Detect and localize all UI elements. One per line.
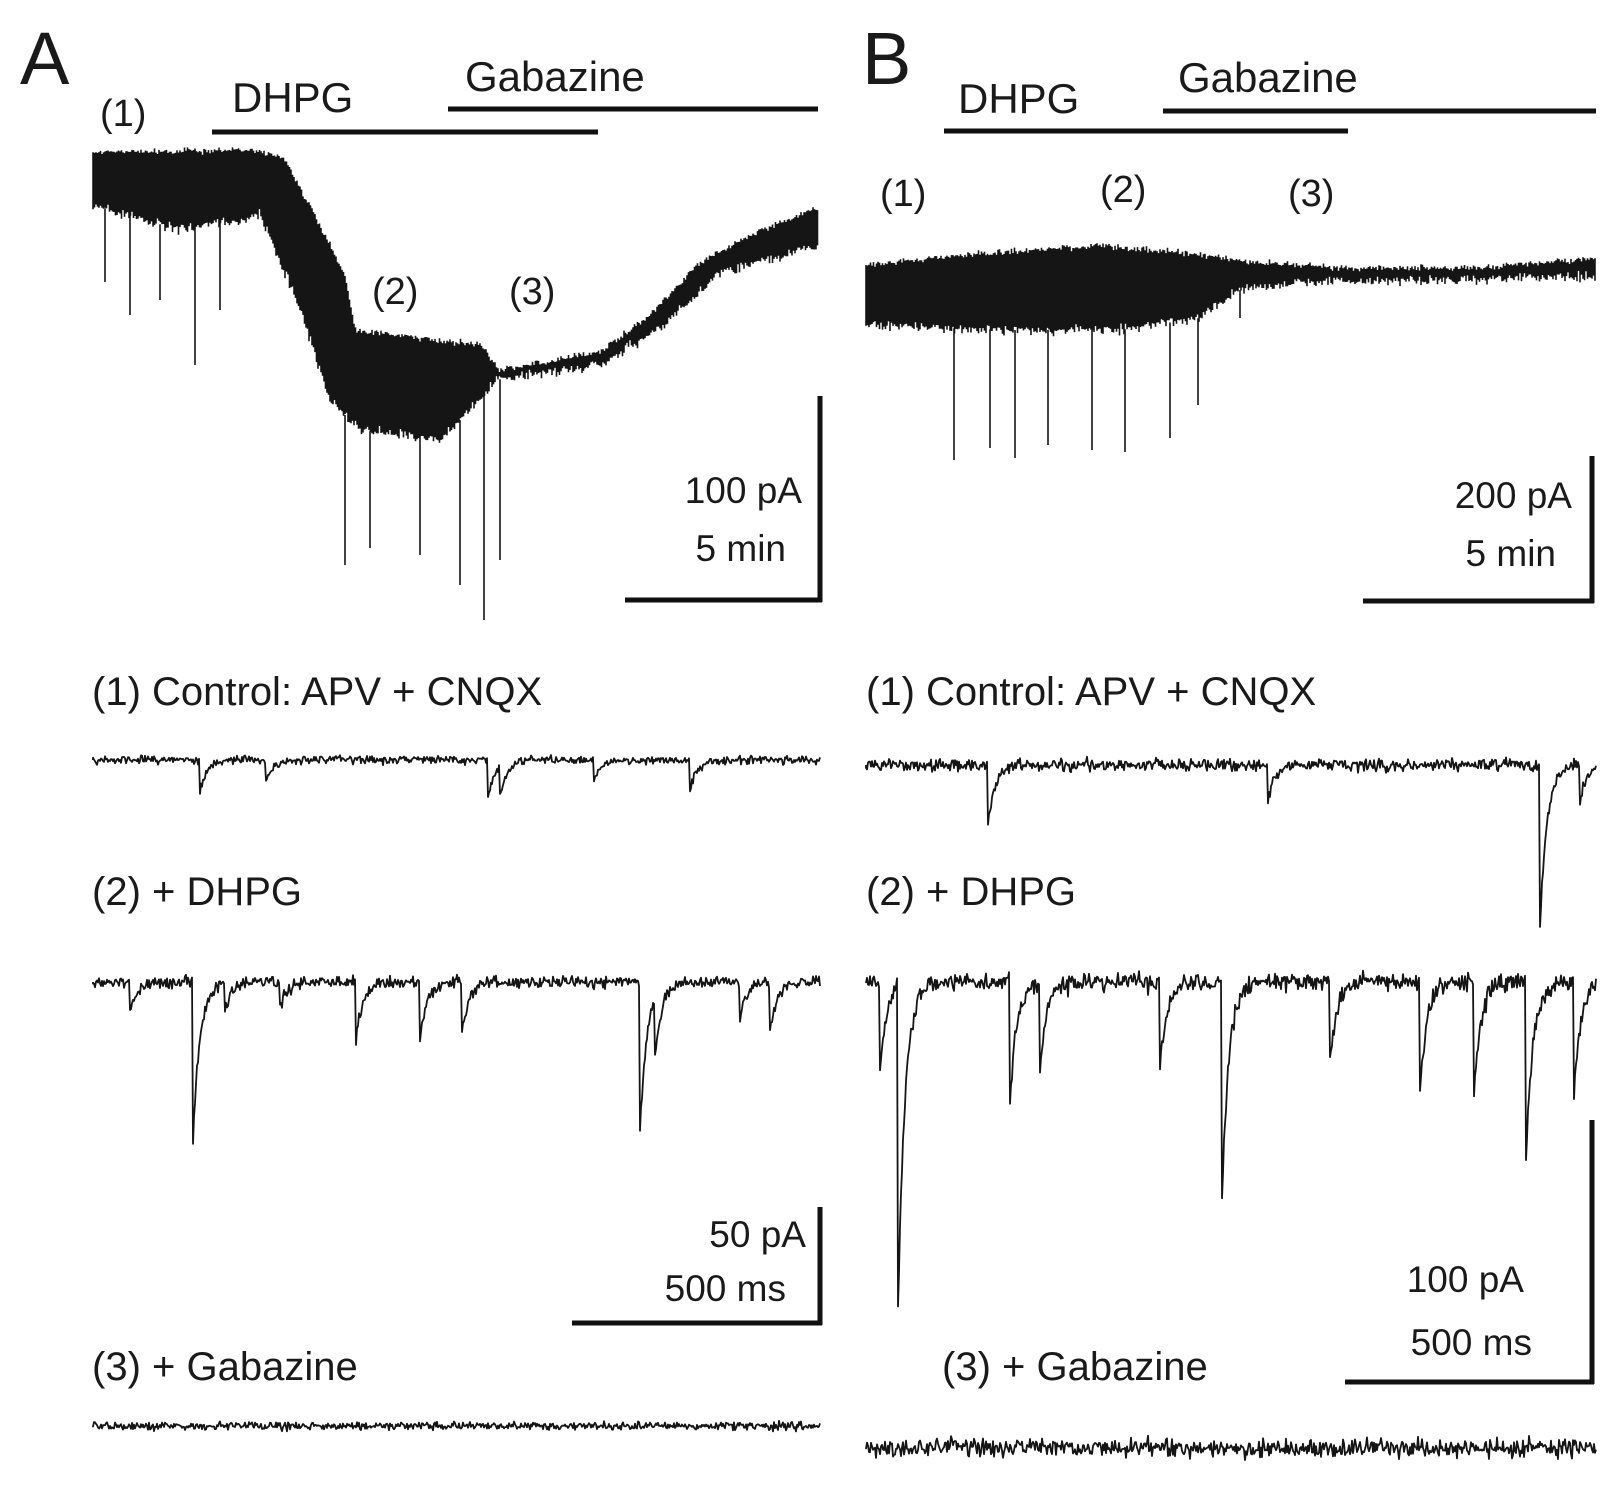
current-trace	[865, 755, 1597, 928]
panel-b-scale-time: 5 min	[1466, 533, 1556, 574]
panel-b-marker-3: (3)	[1288, 173, 1334, 215]
panel-a-scale-time: 5 min	[696, 528, 786, 569]
panel-b-long-recording	[865, 243, 1596, 460]
panel-a-gabazine-label: Gabazine	[465, 53, 645, 100]
panel-b-trace-scale-amp: 100 pA	[1407, 1259, 1525, 1300]
panel-a-marker-3: (3)	[509, 271, 555, 313]
panel-b-marker-2: (2)	[1100, 169, 1146, 211]
panel-b-letter: B	[862, 17, 911, 100]
panel-a-scale-amp: 100 pA	[685, 470, 803, 511]
panel-b-trace-1-label: (1) Control: APV + CNQX	[866, 670, 1316, 714]
panel-a-letter: A	[20, 17, 70, 100]
panel-a: A DHPG Gabazine (1) (2) (3) 100 pA 5 min…	[20, 17, 823, 1433]
panel-b-trace-3	[865, 1434, 1597, 1461]
panel-a-trace-1	[92, 754, 821, 798]
panel-b-trace-3-label: (3) + Gabazine	[942, 1345, 1208, 1389]
panel-b-dhpg-label: DHPG	[958, 75, 1079, 122]
panel-a-long-recording	[92, 147, 819, 620]
panel-a-trace-3-label: (3) + Gabazine	[92, 1345, 358, 1389]
current-trace	[92, 973, 821, 1145]
panel-a-dhpg-label: DHPG	[232, 74, 353, 121]
panel-a-trace-2-label: (2) + DHPG	[92, 870, 302, 914]
recording-band	[865, 243, 1596, 460]
current-trace	[865, 1434, 1597, 1461]
panel-a-marker-1: (1)	[100, 93, 146, 135]
panel-a-trace-scale-amp: 50 pA	[709, 1214, 806, 1255]
panel-b-scale-amp: 200 pA	[1455, 475, 1573, 516]
recording-band	[92, 147, 819, 620]
panel-b-marker-1: (1)	[880, 173, 926, 215]
panel-a-trace-1-label: (1) Control: APV + CNQX	[92, 670, 542, 714]
current-trace	[92, 754, 821, 798]
panel-a-trace-3	[92, 1419, 821, 1433]
panel-a-marker-2: (2)	[372, 271, 418, 313]
panel-b-gabazine-label: Gabazine	[1178, 54, 1358, 101]
panel-b-trace-2-label: (2) + DHPG	[866, 870, 1076, 914]
panel-b-trace-scale-time: 500 ms	[1411, 1322, 1532, 1363]
panel-a-trace-scale-time: 500 ms	[665, 1268, 786, 1309]
panel-b-trace-2	[865, 969, 1597, 1308]
current-trace	[92, 1419, 821, 1433]
panel-a-trace-2	[92, 973, 821, 1145]
panel-b-trace-1	[865, 755, 1597, 928]
current-trace	[865, 969, 1597, 1308]
panel-b: B DHPG Gabazine (1) (2) (3) 200 pA 5 min…	[862, 17, 1597, 1461]
